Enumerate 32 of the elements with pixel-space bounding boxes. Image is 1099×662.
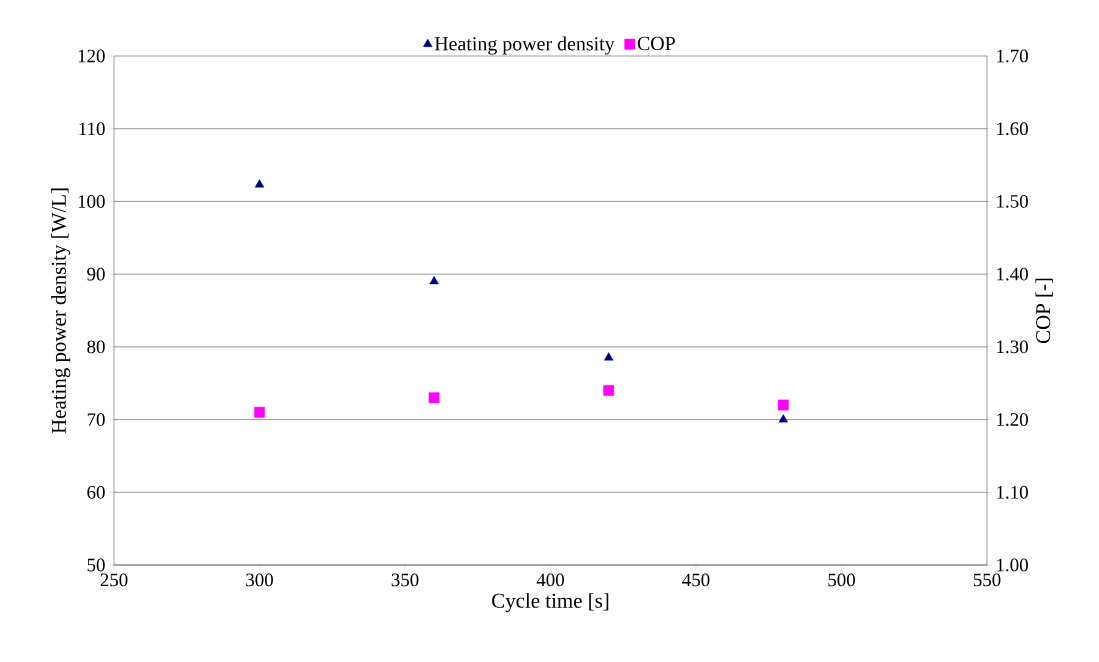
y2-tick-label: 1.60 — [997, 122, 1028, 136]
y-tick-label: 60 — [87, 485, 105, 499]
point — [778, 414, 788, 423]
point — [429, 276, 439, 285]
x-tick-label: 300 — [246, 573, 273, 587]
x-tick-label: 550 — [973, 573, 1001, 587]
y2-tick-label: 1.20 — [997, 413, 1028, 426]
x-tick-label: 250 — [100, 573, 128, 587]
point — [604, 352, 614, 361]
y-tick-label: 70 — [87, 413, 105, 426]
legend-label: Heating power density — [434, 36, 615, 55]
y-tick-label: 100 — [78, 195, 105, 208]
y2-tick-label: 1.50 — [997, 195, 1028, 208]
y-tick-label: 50 — [87, 558, 105, 572]
y-tick-label: 80 — [87, 340, 105, 354]
y-tick-label: 90 — [87, 267, 105, 281]
y-axis-title: Heating power density [W/L] — [51, 188, 71, 434]
y-tick-label: 110 — [79, 122, 105, 136]
x-axis-title: Cycle time [s] — [492, 593, 609, 613]
y2-tick-label: 1.70 — [997, 49, 1028, 63]
y-tick-label: 120 — [78, 49, 105, 63]
legend-label: COP — [637, 36, 675, 51]
x-tick-label: 350 — [391, 573, 419, 587]
x-tick-label: 400 — [536, 573, 564, 587]
point — [254, 179, 265, 188]
x-tick-label: 450 — [682, 573, 710, 587]
y2-tick-label: 1.30 — [997, 340, 1028, 354]
y2-axis-title: COP [-] — [1035, 278, 1053, 344]
y2-tick-label: 1.40 — [997, 267, 1028, 281]
x-tick-label: 500 — [828, 573, 855, 587]
y2-tick-label: 1.10 — [997, 485, 1028, 499]
y2-tick-label: 1.00 — [997, 558, 1028, 572]
